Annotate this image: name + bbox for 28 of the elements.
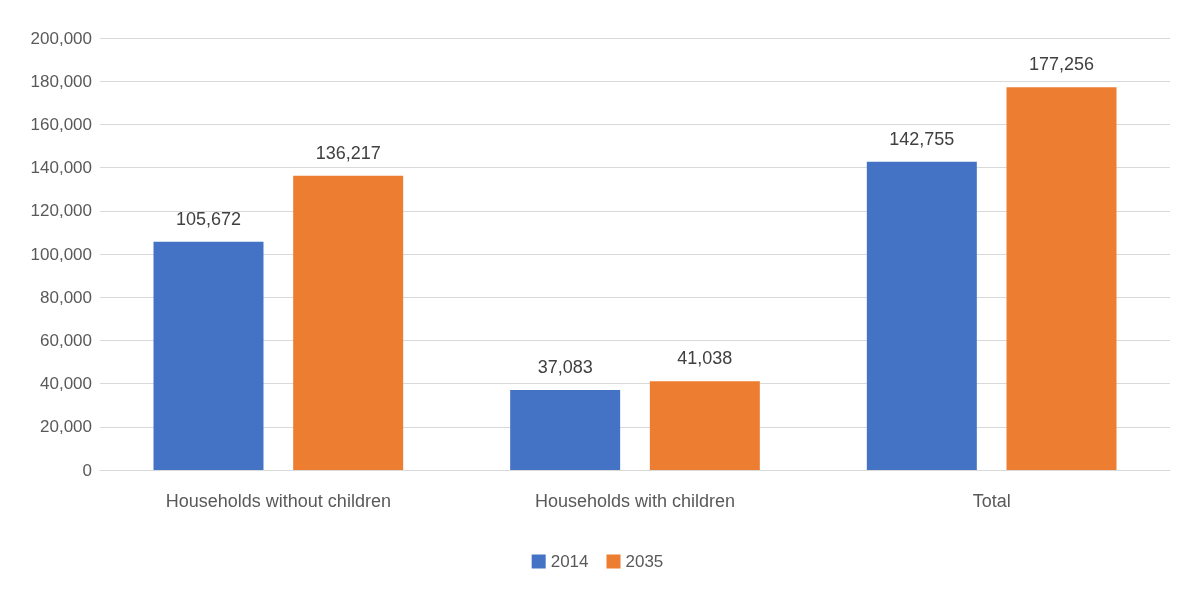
y-tick-label: 120,000 <box>30 201 92 221</box>
bar <box>649 381 760 470</box>
bar <box>293 175 404 470</box>
x-tick-label: Households with children <box>534 491 736 511</box>
y-tick-label: 80,000 <box>40 287 92 307</box>
y-tick-label: 60,000 <box>40 330 92 350</box>
bar <box>866 161 977 470</box>
y-tick-label: 140,000 <box>30 158 92 178</box>
data-label: 41,038 <box>677 348 733 369</box>
bar <box>1006 87 1117 470</box>
y-tick-label: 200,000 <box>30 28 92 48</box>
y-tick-label: 100,000 <box>30 244 92 264</box>
data-label: 37,083 <box>537 356 593 377</box>
legend-label: 2035 <box>625 552 664 571</box>
legend-label: 2014 <box>550 552 589 571</box>
bar <box>510 389 621 470</box>
y-tick-label: 180,000 <box>30 71 92 91</box>
data-label: 136,217 <box>315 142 381 163</box>
x-tick-label: Total <box>972 491 1011 511</box>
data-label: 142,755 <box>889 128 955 149</box>
x-tick-label: Households without children <box>165 491 391 511</box>
data-label: 177,256 <box>1028 54 1095 75</box>
bar <box>153 241 264 470</box>
y-tick-label: 160,000 <box>30 114 92 134</box>
y-tick-label: 0 <box>82 460 92 480</box>
y-tick-label: 20,000 <box>40 417 92 437</box>
data-label: 105,672 <box>175 208 242 229</box>
y-tick-label: 40,000 <box>40 374 92 394</box>
